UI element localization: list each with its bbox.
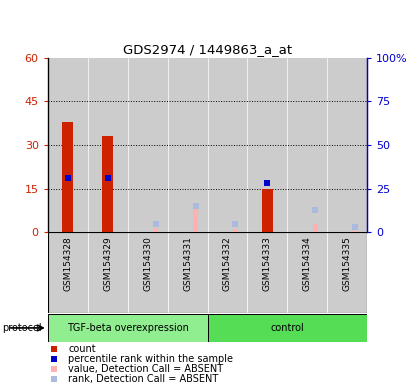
- Text: value, Detection Call = ABSENT: value, Detection Call = ABSENT: [68, 364, 224, 374]
- Bar: [128, 232, 168, 313]
- Bar: [168, 58, 208, 232]
- Title: GDS2974 / 1449863_a_at: GDS2974 / 1449863_a_at: [123, 43, 292, 56]
- Bar: [247, 232, 287, 313]
- Bar: [102, 136, 113, 232]
- Bar: [62, 122, 73, 232]
- Bar: [352, 231, 358, 232]
- Text: count: count: [68, 344, 96, 354]
- Bar: [153, 228, 159, 232]
- Bar: [48, 314, 208, 342]
- Bar: [208, 232, 247, 313]
- Bar: [262, 189, 273, 232]
- Bar: [88, 58, 128, 232]
- Bar: [193, 209, 198, 232]
- Bar: [312, 223, 318, 232]
- Bar: [208, 58, 247, 232]
- Text: GSM154329: GSM154329: [103, 237, 112, 291]
- Text: TGF-beta overexpression: TGF-beta overexpression: [67, 323, 188, 333]
- Bar: [208, 314, 367, 342]
- Text: GSM154331: GSM154331: [183, 237, 192, 291]
- Text: GSM154328: GSM154328: [63, 237, 72, 291]
- Text: percentile rank within the sample: percentile rank within the sample: [68, 354, 234, 364]
- Bar: [233, 229, 238, 232]
- Bar: [287, 232, 327, 313]
- Text: rank, Detection Call = ABSENT: rank, Detection Call = ABSENT: [68, 374, 219, 384]
- Bar: [287, 58, 327, 232]
- Bar: [168, 232, 208, 313]
- Text: GSM154333: GSM154333: [263, 237, 272, 291]
- Text: GSM154334: GSM154334: [303, 237, 312, 291]
- Bar: [48, 58, 88, 232]
- Text: GSM154335: GSM154335: [343, 237, 352, 291]
- Bar: [327, 58, 367, 232]
- Text: GSM154332: GSM154332: [223, 237, 232, 291]
- Bar: [327, 232, 367, 313]
- Text: GSM154330: GSM154330: [143, 237, 152, 291]
- Text: control: control: [271, 323, 304, 333]
- Bar: [247, 58, 287, 232]
- Bar: [88, 232, 128, 313]
- Bar: [48, 232, 88, 313]
- Bar: [128, 58, 168, 232]
- Text: protocol: protocol: [2, 323, 42, 333]
